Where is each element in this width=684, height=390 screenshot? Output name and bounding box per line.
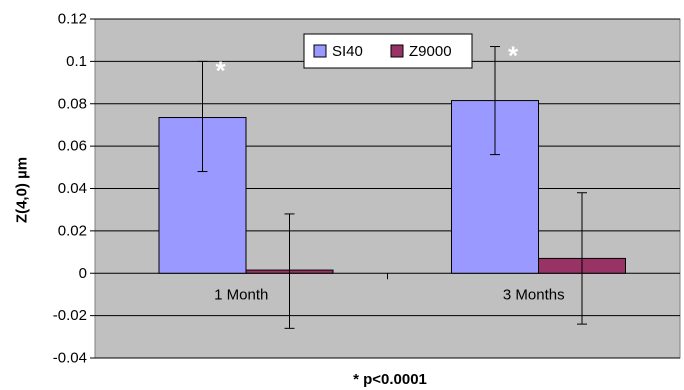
legend: SI40 Z9000 [303,33,473,69]
significance-marker: * [508,41,519,71]
significance-markers: * * [215,41,519,86]
legend-label-si40: SI40 [332,43,363,60]
category-labels: 1 Month 3 Months [214,286,564,303]
y-axis-label: Z(4,0) µm [14,157,31,223]
y-tick-label: 0.02 [58,222,87,239]
category-label: 1 Month [214,286,268,303]
y-tick-label: 0 [79,265,87,282]
y-tick-label: 0.04 [58,180,87,197]
legend-swatch-si40 [313,44,327,58]
y-axis-ticks: -0.04 -0.02 0 0.02 0.04 0.06 0.08 0.1 0.12 [53,11,95,367]
legend-swatch-z9000 [390,44,404,58]
footnote: * p<0.0001 [353,371,427,388]
y-tick-label: 0.06 [58,138,87,155]
legend-box [303,33,473,69]
y-tick-label: 0.12 [58,11,87,28]
error-bars [197,46,587,329]
significance-marker: * [215,55,226,85]
y-tick-label: -0.04 [53,350,87,367]
gridlines [95,18,680,359]
legend-label-z9000: Z9000 [409,43,452,60]
y-tick-label: -0.02 [53,307,87,324]
y-tick-label: 0.1 [66,53,87,70]
category-label: 3 Months [503,286,565,303]
y-tick-label: 0.08 [58,95,87,112]
bars [158,100,626,280]
